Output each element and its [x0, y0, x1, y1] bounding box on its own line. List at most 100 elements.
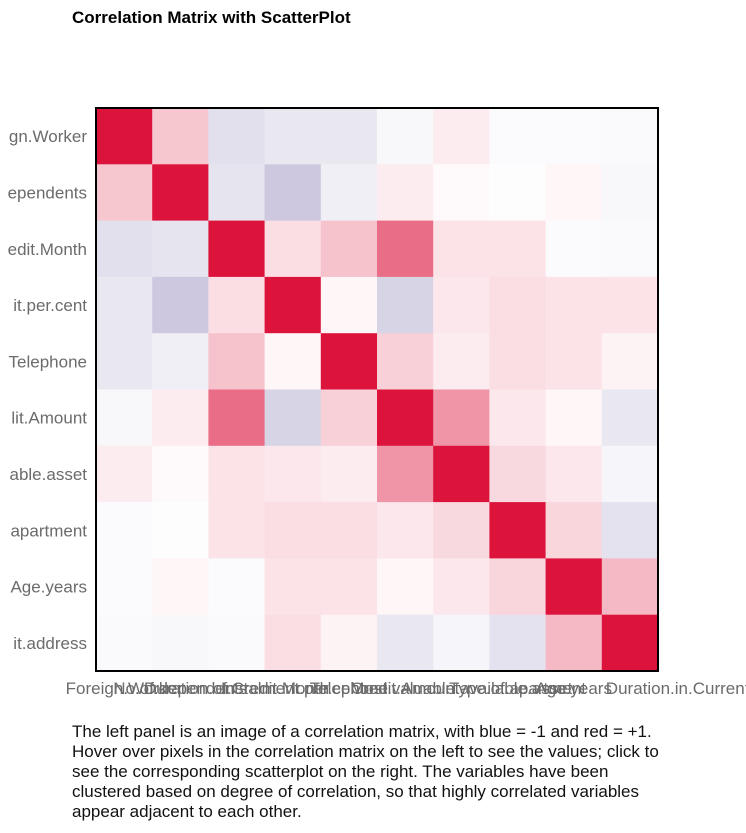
heatmap-cell-2-9[interactable]: Duration.of.Credit.Month vs Duration.in.…: [601, 220, 659, 278]
heatmap-cell-6-5[interactable]: Most.valuable.available.asset vs Credit.…: [377, 445, 434, 503]
heatmap-cell-1-1[interactable]: No.of.dependents vs No.of.dependents: 1.…: [152, 164, 209, 222]
heatmap-cell-5-4[interactable]: Credit.Amount vs Telephone: 0.20: [320, 389, 378, 447]
heatmap-cell-1-7[interactable]: No.of.dependents vs Type.of.apartment: -…: [489, 164, 547, 222]
heatmap-cell-7-1[interactable]: Type.of.apartment vs No.of.dependents: -…: [152, 502, 209, 559]
heatmap-cell-7-2[interactable]: Type.of.apartment vs Duration.of.Credit.…: [208, 502, 266, 559]
heatmap-cell-2-5[interactable]: Duration.of.Credit.Month vs Credit.Amoun…: [377, 220, 434, 278]
heatmap-cell-3-7[interactable]: Instalment.per.cent vs Type.of.apartment…: [489, 276, 547, 334]
heatmap-cell-9-8[interactable]: Duration.in.Current.address vs Age.years…: [545, 614, 603, 672]
heatmap-cell-3-0[interactable]: Instalment.per.cent vs Foreign.Worker: -…: [96, 276, 153, 334]
heatmap-cell-1-2[interactable]: No.of.dependents vs Duration.of.Credit.M…: [208, 164, 266, 222]
heatmap-cell-6-3[interactable]: Most.valuable.available.asset vs Instalm…: [264, 445, 322, 503]
heatmap-cell-1-4[interactable]: No.of.dependents vs Telephone: -0.08: [320, 164, 378, 222]
heatmap-cell-3-6[interactable]: Instalment.per.cent vs Most.valuable.ava…: [433, 276, 490, 334]
heatmap-cell-3-2[interactable]: Instalment.per.cent vs Duration.of.Credi…: [208, 276, 266, 334]
heatmap-cell-6-7[interactable]: Most.valuable.available.asset vs Type.of…: [489, 445, 547, 503]
heatmap-cell-3-5[interactable]: Instalment.per.cent vs Credit.Amount: -0…: [377, 276, 434, 334]
heatmap-cell-2-0[interactable]: Duration.of.Credit.Month vs Foreign.Work…: [96, 220, 153, 278]
heatmap-cell-3-3[interactable]: Instalment.per.cent vs Instalment.per.ce…: [264, 276, 322, 334]
heatmap-cell-2-2[interactable]: Duration.of.Credit.Month vs Duration.of.…: [208, 220, 266, 278]
heatmap-cell-0-8[interactable]: Foreign.Worker vs Age.years: -0.02: [545, 108, 603, 165]
heatmap-cell-5-6[interactable]: Credit.Amount vs Most.valuable.available…: [433, 389, 490, 447]
heatmap-cell-0-5[interactable]: Foreign.Worker vs Credit.Amount: -0.04: [377, 108, 434, 165]
heatmap-cell-0-9[interactable]: Foreign.Worker vs Duration.in.Current.ad…: [601, 108, 659, 165]
heatmap-cell-8-7[interactable]: Age.years vs Type.of.apartment: 0.18: [489, 558, 547, 616]
heatmap-cell-8-6[interactable]: Age.years vs Most.valuable.available.ass…: [433, 558, 490, 616]
heatmap-cell-0-0[interactable]: Foreign.Worker vs Foreign.Worker: 1.00: [96, 108, 153, 165]
heatmap-cell-0-2[interactable]: Foreign.Worker vs Duration.of.Credit.Mon…: [208, 108, 266, 165]
heatmap-cell-8-0[interactable]: Age.years vs Foreign.Worker: -0.02: [96, 558, 153, 616]
heatmap-cell-9-7[interactable]: Duration.in.Current.address vs Type.of.a…: [489, 614, 547, 672]
heatmap-cell-7-9[interactable]: Type.of.apartment vs Duration.in.Current…: [601, 502, 659, 559]
heatmap-cell-8-3[interactable]: Age.years vs Instalment.per.cent: 0.12: [264, 558, 322, 616]
heatmap-cell-3-8[interactable]: Instalment.per.cent vs Age.years: 0.12: [545, 276, 603, 334]
heatmap-cell-8-8[interactable]: Age.years vs Age.years: 1.00: [545, 558, 603, 616]
heatmap-cell-5-1[interactable]: Credit.Amount vs No.of.dependents: 0.08: [152, 389, 209, 447]
heatmap-cell-4-6[interactable]: Telephone vs Most.valuable.available.ass…: [433, 333, 490, 390]
heatmap-cell-2-3[interactable]: Duration.of.Credit.Month vs Instalment.p…: [264, 220, 322, 278]
heatmap-cell-9-5[interactable]: Duration.in.Current.address vs Credit.Am…: [377, 614, 434, 672]
heatmap-cell-5-5[interactable]: Credit.Amount vs Credit.Amount: 1.00: [377, 389, 434, 447]
heatmap-cell-4-8[interactable]: Telephone vs Age.years: 0.12: [545, 333, 603, 390]
heatmap-cell-6-9[interactable]: Most.valuable.available.asset vs Duratio…: [601, 445, 659, 503]
heatmap-cell-9-9[interactable]: Duration.in.Current.address vs Duration.…: [601, 614, 659, 672]
heatmap-cell-9-2[interactable]: Duration.in.Current.address vs Duration.…: [208, 614, 266, 672]
heatmap-cell-0-1[interactable]: Foreign.Worker vs No.of.dependents: 0.24: [152, 108, 209, 165]
heatmap-cell-6-2[interactable]: Most.valuable.available.asset vs Duratio…: [208, 445, 266, 503]
heatmap-cell-7-0[interactable]: Type.of.apartment vs Foreign.Worker: -0.…: [96, 502, 153, 559]
heatmap-cell-7-4[interactable]: Type.of.apartment vs Telephone: 0.14: [320, 502, 378, 559]
heatmap-cell-9-6[interactable]: Duration.in.Current.address vs Most.valu…: [433, 614, 490, 672]
heatmap-cell-7-8[interactable]: Type.of.apartment vs Age.years: 0.18: [545, 502, 603, 559]
heatmap-cell-4-1[interactable]: Telephone vs No.of.dependents: -0.08: [152, 333, 209, 390]
heatmap-cell-6-8[interactable]: Most.valuable.available.asset vs Age.yea…: [545, 445, 603, 503]
heatmap-cell-3-4[interactable]: Instalment.per.cent vs Telephone: 0.04: [320, 276, 378, 334]
heatmap-cell-5-3[interactable]: Credit.Amount vs Instalment.per.cent: -0…: [264, 389, 322, 447]
heatmap-cell-4-0[interactable]: Telephone vs Foreign.Worker: -0.12: [96, 333, 153, 390]
heatmap-cell-6-4[interactable]: Most.valuable.available.asset vs Telepho…: [320, 445, 378, 503]
heatmap-cell-1-6[interactable]: No.of.dependents vs Most.valuable.availa…: [433, 164, 490, 222]
heatmap-cell-8-2[interactable]: Age.years vs Duration.of.Credit.Month: -…: [208, 558, 266, 616]
heatmap-cell-8-4[interactable]: Age.years vs Telephone: 0.12: [320, 558, 378, 616]
heatmap-cell-5-2[interactable]: Credit.Amount vs Duration.of.Credit.Mont…: [208, 389, 266, 447]
heatmap-cell-3-1[interactable]: Instalment.per.cent vs No.of.dependents:…: [152, 276, 209, 334]
heatmap-cell-4-3[interactable]: Telephone vs Instalment.per.cent: 0.04: [264, 333, 322, 390]
heatmap-cell-0-3[interactable]: Foreign.Worker vs Instalment.per.cent: -…: [264, 108, 322, 165]
heatmap-cell-4-7[interactable]: Telephone vs Type.of.apartment: 0.14: [489, 333, 547, 390]
heatmap-cell-1-3[interactable]: No.of.dependents vs Instalment.per.cent:…: [264, 164, 322, 222]
heatmap-cell-5-7[interactable]: Credit.Amount vs Type.of.apartment: 0.10: [489, 389, 547, 447]
heatmap-cell-5-9[interactable]: Credit.Amount vs Duration.in.Current.add…: [601, 389, 659, 447]
heatmap-cell-8-1[interactable]: Age.years vs No.of.dependents: 0.04: [152, 558, 209, 616]
heatmap-cell-4-4[interactable]: Telephone vs Telephone: 1.00: [320, 333, 378, 390]
heatmap-cell-2-1[interactable]: Duration.of.Credit.Month vs No.of.depend…: [152, 220, 209, 278]
heatmap-cell-2-7[interactable]: Duration.of.Credit.Month vs Type.of.apar…: [489, 220, 547, 278]
heatmap-cell-5-8[interactable]: Credit.Amount vs Age.years: 0.04: [545, 389, 603, 447]
heatmap-cell-3-9[interactable]: Instalment.per.cent vs Duration.in.Curre…: [601, 276, 659, 334]
heatmap-cell-2-4[interactable]: Duration.of.Credit.Month vs Telephone: 0…: [320, 220, 378, 278]
heatmap-cell-2-8[interactable]: Duration.of.Credit.Month vs Age.years: -…: [545, 220, 603, 278]
heatmap-cell-4-9[interactable]: Telephone vs Duration.in.Current.address…: [601, 333, 659, 390]
heatmap-cell-0-4[interactable]: Foreign.Worker vs Telephone: -0.12: [320, 108, 378, 165]
heatmap-cell-8-5[interactable]: Age.years vs Credit.Amount: 0.04: [377, 558, 434, 616]
heatmap-cell-7-3[interactable]: Type.of.apartment vs Instalment.per.cent…: [264, 502, 322, 559]
heatmap-cell-1-9[interactable]: No.of.dependents vs Duration.in.Current.…: [601, 164, 659, 222]
heatmap-cell-8-9[interactable]: Age.years vs Duration.in.Current.address…: [601, 558, 659, 616]
heatmap-cell-4-2[interactable]: Telephone vs Duration.of.Credit.Month: 0…: [208, 333, 266, 390]
heatmap-cell-6-1[interactable]: Most.valuable.available.asset vs No.of.d…: [152, 445, 209, 503]
heatmap-cell-6-6[interactable]: Most.valuable.available.asset vs Most.va…: [433, 445, 490, 503]
heatmap-cell-5-0[interactable]: Credit.Amount vs Foreign.Worker: -0.04: [96, 389, 153, 447]
heatmap-cell-9-3[interactable]: Duration.in.Current.address vs Instalmen…: [264, 614, 322, 672]
heatmap-cell-7-5[interactable]: Type.of.apartment vs Credit.Amount: 0.10: [377, 502, 434, 559]
heatmap-cell-1-5[interactable]: No.of.dependents vs Credit.Amount: 0.08: [377, 164, 434, 222]
heatmap-cell-1-8[interactable]: No.of.dependents vs Age.years: 0.04: [545, 164, 603, 222]
heatmap-cell-9-1[interactable]: Duration.in.Current.address vs No.of.dep…: [152, 614, 209, 672]
heatmap-cell-0-6[interactable]: Foreign.Worker vs Most.valuable.availabl…: [433, 108, 490, 165]
heatmap-cell-7-7[interactable]: Type.of.apartment vs Type.of.apartment: …: [489, 502, 547, 559]
heatmap-cell-0-7[interactable]: Foreign.Worker vs Type.of.apartment: -0.…: [489, 108, 547, 165]
heatmap-cell-7-6[interactable]: Type.of.apartment vs Most.valuable.avail…: [433, 502, 490, 559]
heatmap-cell-9-4[interactable]: Duration.in.Current.address vs Telephone…: [320, 614, 378, 672]
heatmap-cell-1-0[interactable]: No.of.dependents vs Foreign.Worker: 0.24: [96, 164, 153, 222]
heatmap-cell-2-6[interactable]: Duration.of.Credit.Month vs Most.valuabl…: [433, 220, 490, 278]
heatmap-cell-6-0[interactable]: Most.valuable.available.asset vs Foreign…: [96, 445, 153, 503]
heatmap-cell-4-5[interactable]: Telephone vs Credit.Amount: 0.20: [377, 333, 434, 390]
heatmap-cell-9-0[interactable]: Duration.in.Current.address vs Foreign.W…: [96, 614, 153, 672]
